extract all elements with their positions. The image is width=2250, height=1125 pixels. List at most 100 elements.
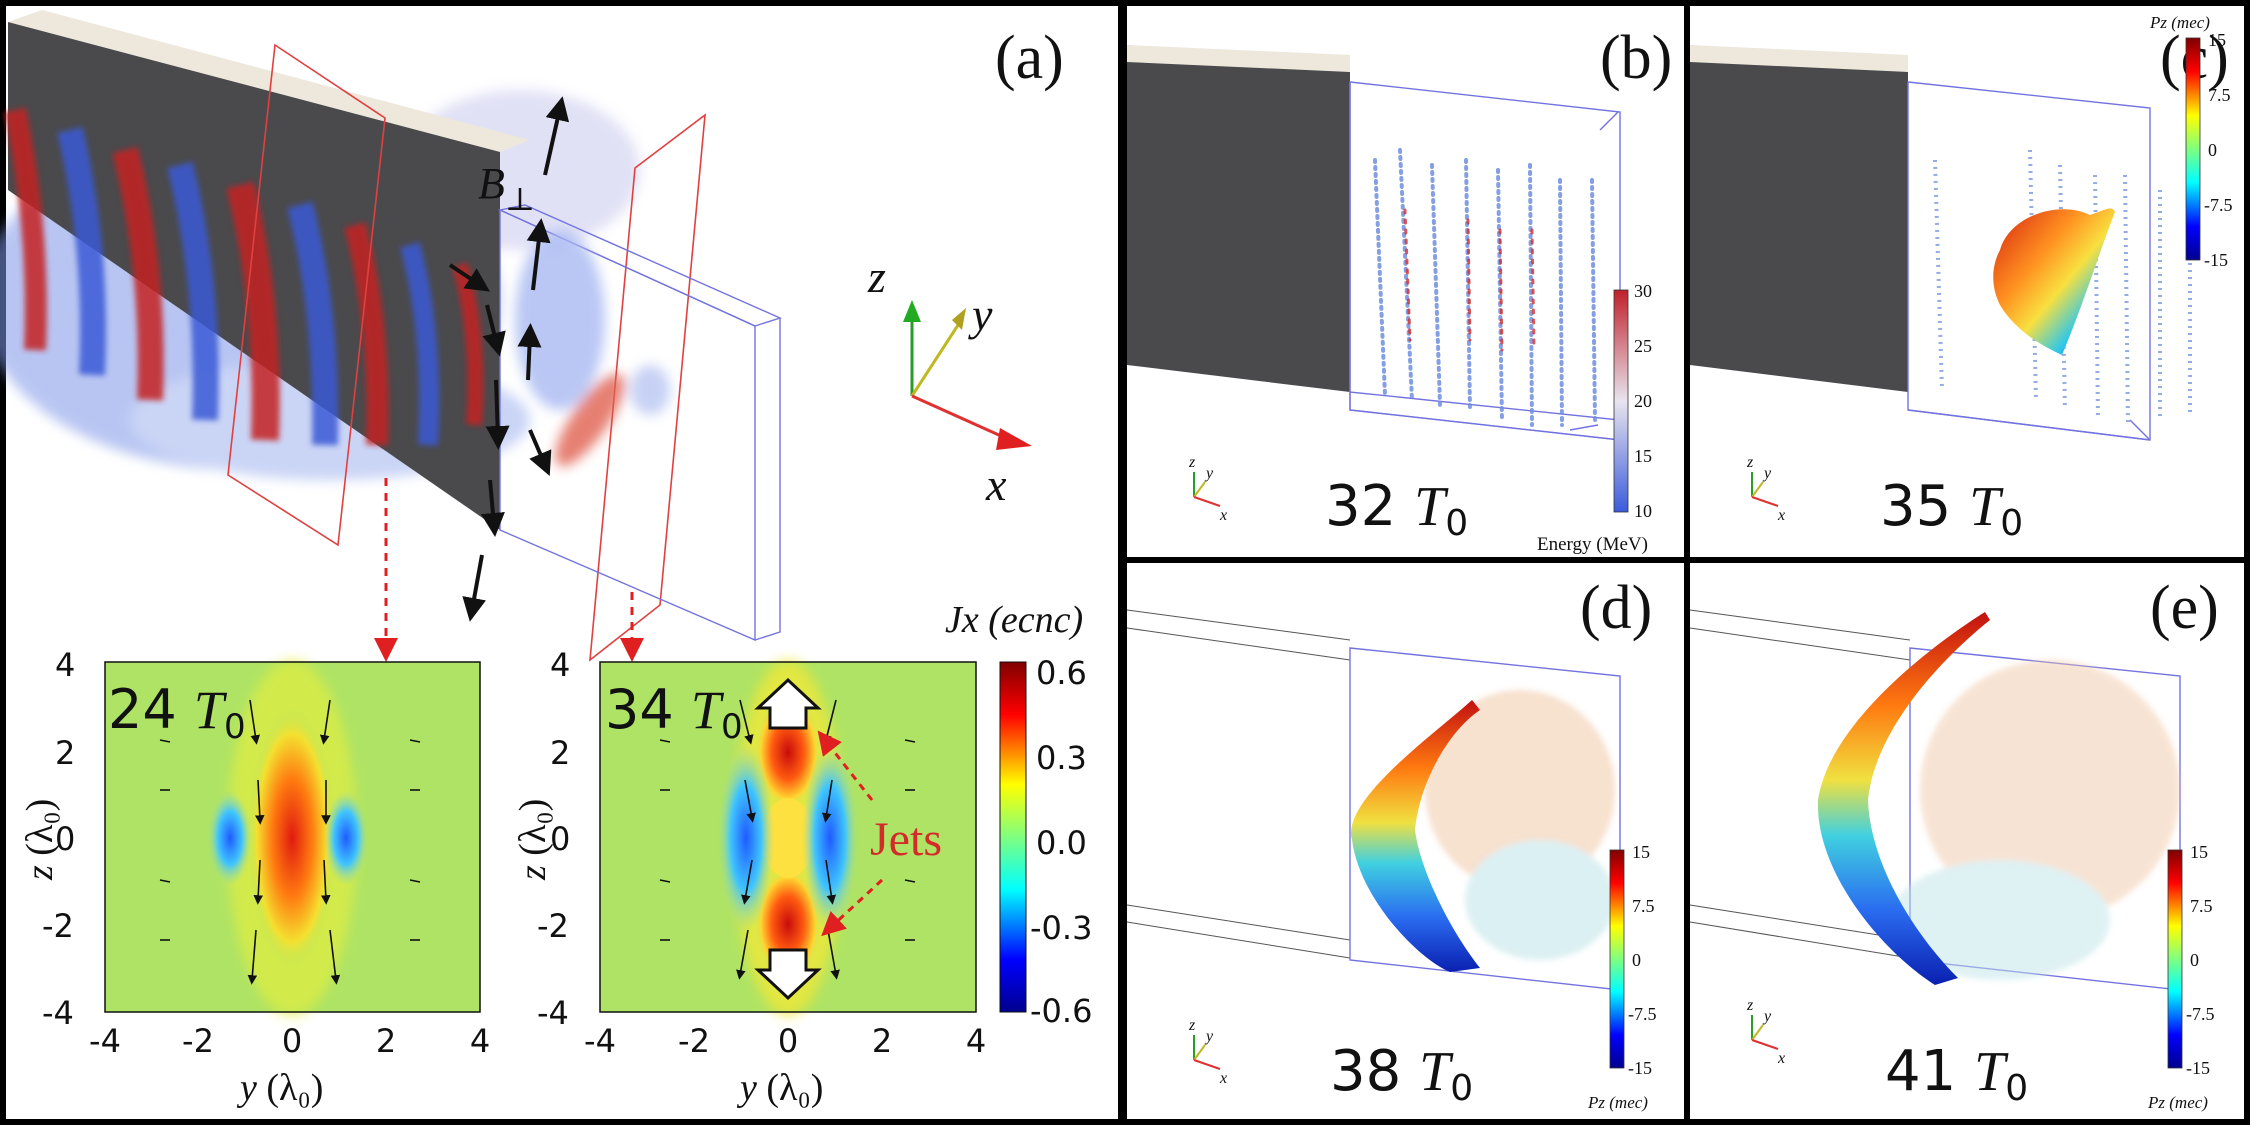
svg-text:x: x [1219,1070,1227,1087]
panel-a: B⊥ (a) z y x [0,0,1124,1125]
svg-text:-7.5: -7.5 [2204,195,2233,215]
map2-xlabel: y (λ₀) [736,1067,823,1109]
axis3d-x-label: x [985,459,1007,510]
current-map-24T0: 24 T0 4 2 0 -2 -4 -4 -2 0 2 4 z (λ₀) y (… [19,646,490,1109]
small-axes-c: z y x [1746,454,1785,524]
panel-e: (e) 41 T0 15 7.5 0 -7.5 -15 Pz (mec) z y… [1684,557,2250,1125]
pz-colorbar-e: 15 7.5 0 -7.5 -15 Pz (mec) [2147,842,2215,1112]
simulation-box-a [497,204,782,642]
electron-shell-c [1993,208,2115,355]
jets-pointer-down [821,878,884,937]
svg-text:y: y [1762,465,1772,482]
svg-text:30: 30 [1634,281,1652,301]
svg-text:-0.3: -0.3 [1030,909,1092,947]
svg-text:10: 10 [1634,501,1652,521]
laser-field-stripes [4,107,484,446]
svg-text:0: 0 [55,820,75,858]
svg-text:4: 4 [550,646,570,684]
energy-colorbar: 30 25 20 15 10 Energy (MeV) [1537,281,1652,555]
map2-ylabel: z (λ₀) [512,799,554,881]
axis3d-z-label: z [867,251,886,302]
svg-text:0: 0 [282,1022,302,1060]
vector-arrows-1 [159,699,421,985]
map2-xticks: -4 -2 0 2 4 [584,1022,986,1060]
jet-arrow-up [754,677,822,730]
map1-time-label: 24 T0 [108,678,246,747]
svg-text:4: 4 [470,1022,490,1060]
svg-text:-7.5: -7.5 [2186,1004,2215,1024]
svg-text:7.5: 7.5 [2208,85,2231,105]
svg-text:15: 15 [2208,30,2226,50]
jx-colorbar-title: Jx (ecnc) [945,599,1083,641]
panel-c-time: 35 T0 [1880,474,2023,544]
svg-text:0.0: 0.0 [1036,824,1087,862]
current-map-34T0: Jets 34 T0 4 2 0 -2 -4 -4 -2 0 2 4 z (λ₀… [512,646,986,1109]
small-axes-d: z y x [1188,1017,1227,1087]
map1-xticks: -4 -2 0 2 4 [89,1022,490,1060]
pz-colorbar-d: 15 7.5 0 -7.5 -15 Pz (mec) [1587,842,1657,1112]
svg-text:-15: -15 [1628,1058,1652,1078]
map1-xlabel: y (λ₀) [236,1067,323,1109]
svg-text:z: z [1746,454,1754,471]
map1-ylabel: z (λ₀) [19,799,61,881]
map2-time-label: 34 T0 [605,678,743,747]
axis3d-y-label: y [968,289,993,340]
svg-text:-2: -2 [678,1022,710,1060]
jet-arrow-down [754,948,822,1001]
simulation-box-c [1907,81,2151,441]
svg-text:15: 15 [2190,842,2208,862]
svg-text:x: x [1777,1050,1785,1067]
panel-d-time: 38 T0 [1330,1039,1473,1109]
jets-label: Jets [870,813,942,866]
svg-text:y: y [1204,1028,1214,1045]
map2-yticks: 4 2 0 -2 -4 [537,646,570,1032]
panel-b-time: 32 T0 [1325,474,1468,544]
svg-text:x: x [1777,507,1785,524]
svg-text:7.5: 7.5 [1632,896,1655,916]
panel-e-label: (e) [2150,574,2219,642]
svg-text:0: 0 [2208,140,2217,160]
svg-text:7.5: 7.5 [2190,896,2213,916]
panel-b-label: (b) [1600,24,1672,92]
electron-shell-e [1817,612,1990,985]
svg-text:0.3: 0.3 [1036,739,1087,777]
svg-text:z: z [1188,454,1196,471]
b-field-arrows [448,96,570,622]
svg-text:25: 25 [1634,336,1652,356]
transmitted-beam [515,230,670,467]
svg-text:-4: -4 [584,1022,616,1060]
small-axes-b: z y x [1188,454,1227,524]
panel-c: (c) 35 T0 Pz (mec) 15 7.5 0 -7.5 -15 z y… [1684,0,2250,563]
svg-text:2: 2 [550,734,570,772]
svg-text:-7.5: -7.5 [1628,1004,1657,1024]
svg-text:-0.6: -0.6 [1030,992,1092,1030]
svg-text:x: x [1219,507,1227,524]
panel-e-time: 41 T0 [1885,1039,2028,1109]
svg-text:z: z [1746,997,1754,1014]
panel-d: (d) 38 T0 15 7.5 0 -7.5 -15 Pz (mec) z y… [1121,557,1690,1125]
svg-text:15: 15 [1632,842,1650,862]
svg-text:-2: -2 [42,907,74,945]
svg-text:20: 20 [1634,391,1652,411]
small-axes-e: z y x [1746,997,1785,1067]
b-perp-label: B⊥ [478,159,535,217]
panel-b: (b) 32 T0 30 25 20 15 10 Energy (MeV) z … [1121,0,1690,563]
svg-text:0: 0 [1632,950,1641,970]
svg-text:z: z [1188,1017,1196,1034]
svg-text:-4: -4 [537,994,569,1032]
svg-text:2: 2 [376,1022,396,1060]
svg-text:y: y [1204,465,1214,482]
svg-text:0: 0 [550,820,570,858]
axes-3d-triad: z y x [867,251,1032,510]
electron-shell-d [1351,700,1480,972]
svg-text:-15: -15 [2204,250,2228,270]
svg-text:y: y [1762,1008,1772,1025]
svg-text:-15: -15 [2186,1058,2210,1078]
svg-text:Pz (mec): Pz (mec) [2149,13,2210,32]
pz-colorbar-c: Pz (mec) 15 7.5 0 -7.5 -15 [2149,13,2233,270]
electron-bunches-b [1373,148,1597,427]
svg-text:0: 0 [778,1022,798,1060]
slice-plane-2 [589,113,706,662]
svg-text:2: 2 [55,734,75,772]
